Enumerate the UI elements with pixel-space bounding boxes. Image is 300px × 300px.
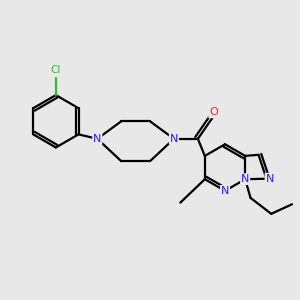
Text: N: N <box>241 174 249 184</box>
Text: N: N <box>266 174 274 184</box>
Text: O: O <box>209 107 218 117</box>
Text: N: N <box>221 186 229 196</box>
Text: N: N <box>170 134 178 144</box>
Text: N: N <box>93 134 101 144</box>
Text: Cl: Cl <box>51 65 61 75</box>
